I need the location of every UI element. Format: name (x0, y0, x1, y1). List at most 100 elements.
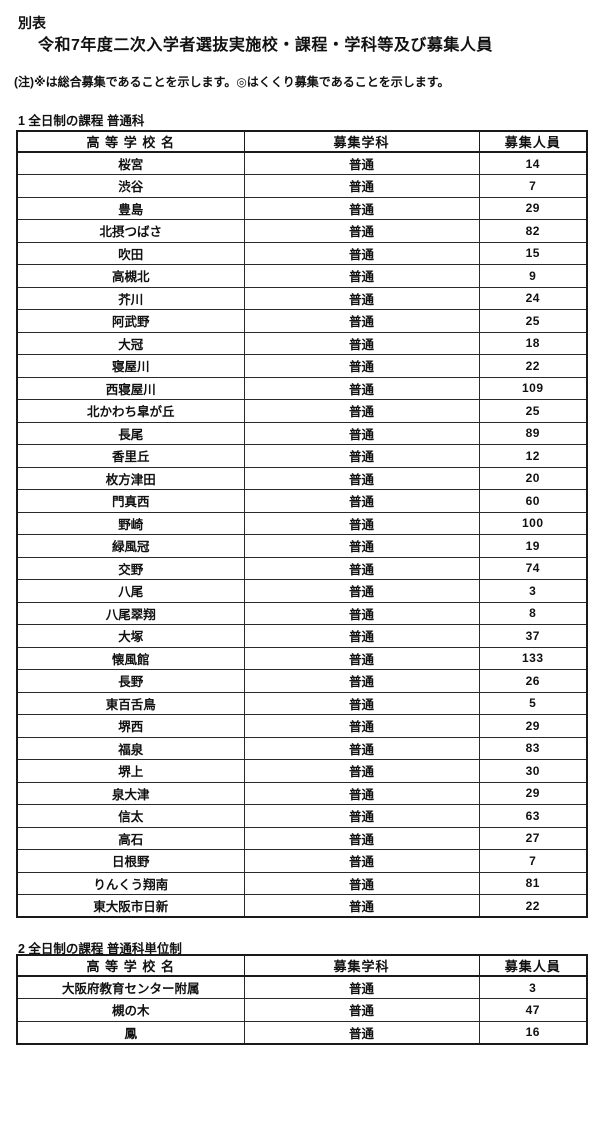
school-name-cell: 懐風館 (16, 646, 245, 670)
table-row: 芥川 普通 24 (16, 286, 588, 310)
table-row: 交野 普通 74 (16, 556, 588, 580)
school-name-cell: 緑風冠 (16, 534, 245, 558)
department-cell: 普通 (243, 151, 480, 175)
school-name-cell: 槻の木 (16, 998, 245, 1022)
table-row: 寝屋川 普通 22 (16, 354, 588, 378)
school-table-fulltime-credit-system: 高 等 学 校 名 募集学科 募集人員 大阪府教育センター附属 普通 3 槻の木 普通 4… (16, 954, 588, 1045)
department-cell: 普通 (243, 601, 480, 625)
capacity-cell: 14 (478, 151, 588, 175)
department-cell: 普通 (243, 669, 480, 693)
capacity-cell: 29 (478, 781, 588, 805)
department-cell: 普通 (243, 691, 480, 715)
department-cell: 普通 (243, 354, 480, 378)
school-name-cell: 長尾 (16, 421, 245, 445)
capacity-cell: 63 (478, 804, 588, 828)
school-name-cell: 寝屋川 (16, 354, 245, 378)
capacity-cell: 37 (478, 624, 588, 648)
table-row: 泉大津 普通 29 (16, 781, 588, 805)
department-cell: 普通 (243, 174, 480, 198)
school-name-cell: 八尾翠翔 (16, 601, 245, 625)
table-row: 信太 普通 63 (16, 804, 588, 828)
table-body: 大阪府教育センター附属 普通 3 槻の木 普通 47 鳳普通 16 (16, 975, 588, 1044)
table-row: 高槻北 普通 9 (16, 264, 588, 288)
column-header-school-name: 高 等 学 校 名 (16, 130, 245, 153)
capacity-cell: 5 (478, 691, 588, 715)
capacity-cell: 9 (478, 264, 588, 288)
school-name-cell: 信太 (16, 804, 245, 828)
capacity-cell: 7 (478, 849, 588, 873)
table-row: 高石 普通 27 (16, 826, 588, 850)
capacity-cell: 133 (478, 646, 588, 670)
table-row: 西寝屋川 普通 109 (16, 376, 588, 400)
school-name-cell: りんくう翔南 (16, 871, 245, 895)
table-header-row: 高 等 学 校 名 募集学科 募集人員 (16, 130, 588, 153)
capacity-cell: 47 (478, 998, 588, 1022)
table-row: 八尾 普通 3 (16, 579, 588, 603)
department-cell: 普通 (243, 489, 480, 513)
school-name-cell: 大阪府教育センター附属 (16, 975, 245, 999)
school-name-cell: 桜宮 (16, 151, 245, 175)
capacity-cell: 3 (478, 579, 588, 603)
capacity-cell: 82 (478, 219, 588, 243)
school-name-cell: 枚方津田 (16, 466, 245, 490)
department-cell: 普通 (243, 646, 480, 670)
table-row: 豊島 普通 29 (16, 196, 588, 220)
school-name-cell: 東大阪市日新 (16, 894, 245, 918)
table-row: 大冠 普通 18 (16, 331, 588, 355)
column-header-department: 募集学科 (243, 130, 480, 153)
department-cell: 普通 (243, 421, 480, 445)
table-row: 北摂つばさ 普通 82 (16, 219, 588, 243)
school-name-cell: 泉大津 (16, 781, 245, 805)
document-title: 令和7年度二次入学者選抜実施校・課程・学科等及び募集人員 (38, 37, 493, 54)
department-cell: 普通 (243, 556, 480, 580)
capacity-cell: 24 (478, 286, 588, 310)
table-row: 日根野 普通 7 (16, 849, 588, 873)
capacity-cell: 3 (478, 975, 588, 999)
table-row: 渋谷 普通 7 (16, 174, 588, 198)
capacity-cell: 89 (478, 421, 588, 445)
school-name-cell: 大冠 (16, 331, 245, 355)
department-cell: 普通 (243, 871, 480, 895)
department-cell: 普通 (243, 894, 480, 918)
capacity-cell: 16 (478, 1020, 588, 1044)
table-row: 香里丘 普通 12 (16, 444, 588, 468)
department-cell: 普通 (243, 714, 480, 738)
department-cell: 普通 (243, 624, 480, 648)
section-1-heading: 1 全日制の課程 普通科 (18, 114, 145, 128)
department-cell: 普通 (243, 1020, 480, 1044)
department-cell: 普通 (243, 849, 480, 873)
capacity-cell: 100 (478, 511, 588, 535)
department-cell: 普通 (243, 804, 480, 828)
capacity-cell: 7 (478, 174, 588, 198)
school-name-cell: 高石 (16, 826, 245, 850)
table-row: 吹田 普通 15 (16, 241, 588, 265)
table-row: 鳳普通 16 (16, 1020, 588, 1044)
school-name-cell: 交野 (16, 556, 245, 580)
column-header-department: 募集学科 (243, 954, 480, 977)
school-name-cell: 高槻北 (16, 264, 245, 288)
school-name-cell: 豊島 (16, 196, 245, 220)
school-table-fulltime-general: 高 等 学 校 名 募集学科 募集人員 桜宮 普通 14 渋谷 普通 7 豊島 普通 29 北摂つ… (16, 130, 588, 918)
capacity-cell: 26 (478, 669, 588, 693)
school-name-cell: 東百舌鳥 (16, 691, 245, 715)
section-2-heading: 2 全日制の課程 普通科単位制 (18, 942, 182, 956)
capacity-cell: 81 (478, 871, 588, 895)
capacity-cell: 22 (478, 894, 588, 918)
table-row: 長野 普通 26 (16, 669, 588, 693)
school-name-cell: 渋谷 (16, 174, 245, 198)
school-name-cell: 鳳 (16, 1020, 245, 1044)
capacity-cell: 15 (478, 241, 588, 265)
table-row: 東大阪市日新 普通 22 (16, 894, 588, 918)
table-row: 野崎 普通 100 (16, 511, 588, 535)
table-row: 堺西 普通 29 (16, 714, 588, 738)
capacity-cell: 29 (478, 714, 588, 738)
table-row: 大阪府教育センター附属 普通 3 (16, 975, 588, 999)
table-row: 槻の木 普通 47 (16, 998, 588, 1022)
department-cell: 普通 (243, 196, 480, 220)
table-row: 懐風館 普通 133 (16, 646, 588, 670)
department-cell: 普通 (243, 444, 480, 468)
school-name-cell: 福泉 (16, 736, 245, 760)
capacity-cell: 83 (478, 736, 588, 760)
table-row: 門真西 普通 60 (16, 489, 588, 513)
capacity-cell: 20 (478, 466, 588, 490)
